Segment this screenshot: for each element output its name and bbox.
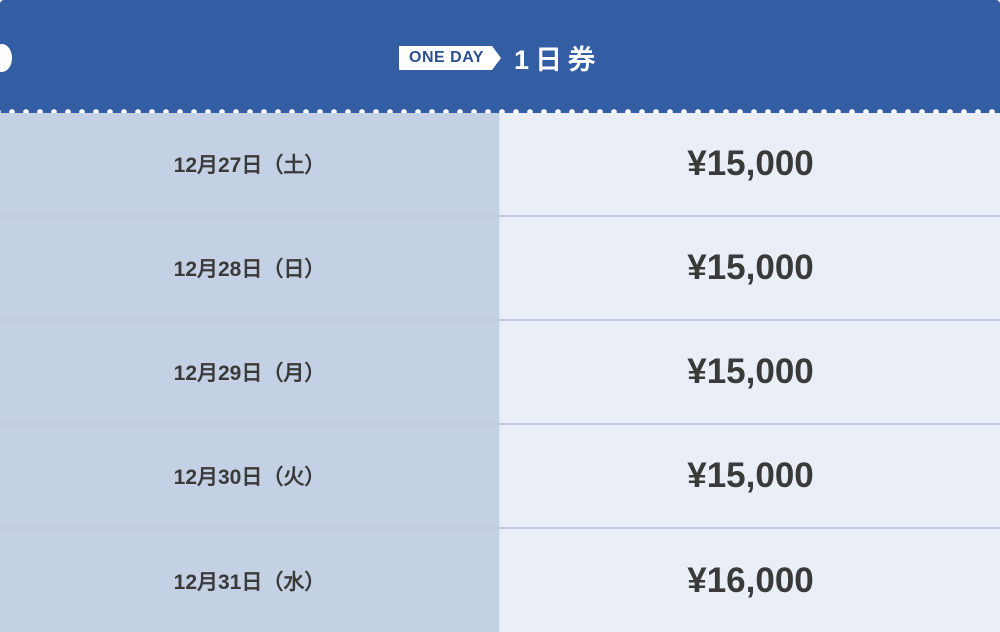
price-table: 12月27日（土） ¥15,000 12月28日（日） ¥15,000 12月2…	[0, 113, 1000, 632]
table-row: 12月27日（土） ¥15,000	[0, 113, 1000, 217]
perforation-divider	[0, 108, 1000, 116]
table-row: 12月30日（火） ¥15,000	[0, 425, 1000, 529]
price-cell: ¥15,000	[501, 113, 1000, 215]
price-cell: ¥15,000	[501, 321, 1000, 423]
date-cell: 12月29日（月）	[0, 321, 501, 423]
ticket-header: ONE DAY 1日券	[0, 0, 1000, 116]
date-cell: 12月30日（火）	[0, 425, 501, 527]
ticket-notch	[0, 44, 12, 72]
date-cell: 12月28日（日）	[0, 217, 501, 319]
one-day-badge: ONE DAY	[399, 45, 501, 70]
table-row: 12月31日（水） ¥16,000	[0, 529, 1000, 632]
table-row: 12月28日（日） ¥15,000	[0, 217, 1000, 321]
price-cell: ¥16,000	[501, 529, 1000, 632]
date-cell: 12月31日（水）	[0, 529, 501, 632]
date-cell: 12月27日（土）	[0, 113, 501, 215]
table-row: 12月29日（月） ¥15,000	[0, 321, 1000, 425]
price-cell: ¥15,000	[501, 217, 1000, 319]
price-cell: ¥15,000	[501, 425, 1000, 527]
ticket-title: ONE DAY 1日券	[0, 38, 1000, 77]
ticket-title-text: 1日券	[513, 45, 601, 75]
